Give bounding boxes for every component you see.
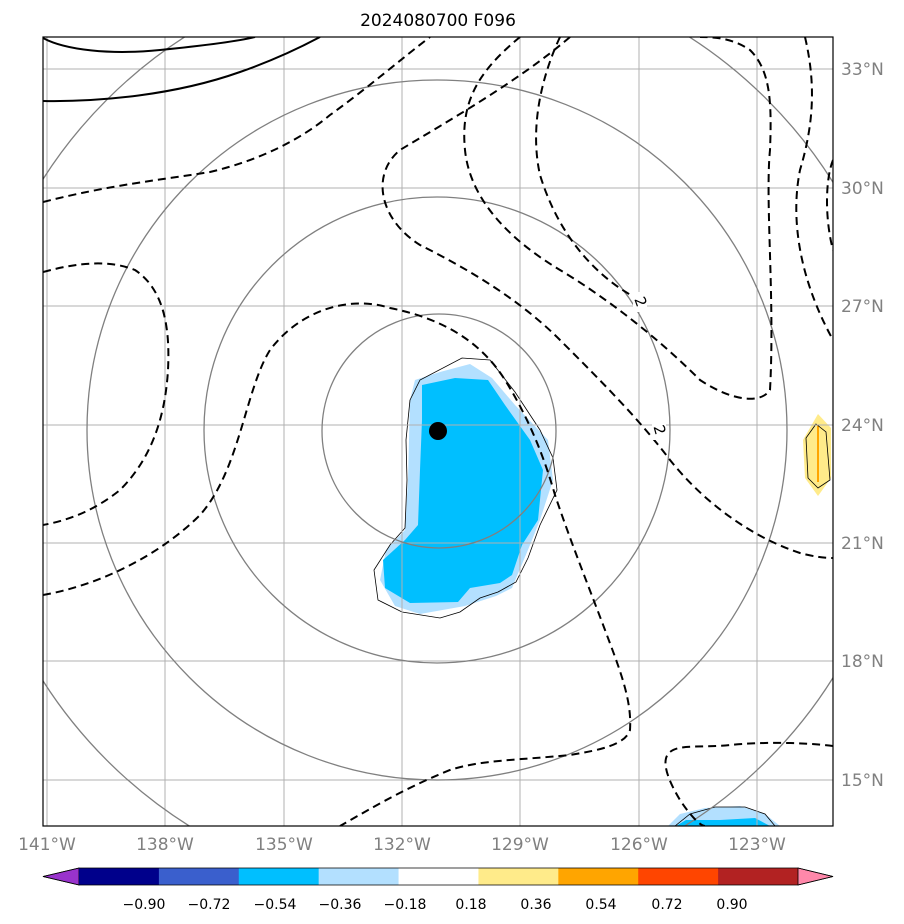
colorbar-extend-low [42, 867, 80, 886]
colorbar-swatch [318, 868, 400, 885]
dashed-contour-inner-east [463, 37, 773, 400]
colorbar-tick-label: 0.90 [716, 897, 747, 913]
contour-label-bg-2 [652, 420, 666, 440]
dashed-contour-east-edge [826, 159, 833, 251]
colorbar-tick-label: −0.72 [188, 897, 231, 913]
lon-tick-label: 138°W [136, 835, 194, 855]
colorbar-tick-label: −0.54 [254, 897, 297, 913]
colorbar-swatch [718, 868, 799, 885]
contour-label-bg-1 [633, 292, 647, 312]
range-ring-3 [86, 79, 788, 781]
colorbar-swatch [158, 868, 240, 885]
dashed-contour-west-bulge [43, 262, 170, 526]
colorbar-ticks: −0.90 −0.72 −0.54 −0.36 −0.18 0.18 0.36 … [123, 897, 748, 913]
lat-axis: 33°N 30°N 27°N 24°N 21°N 18°N 15°N [841, 60, 884, 791]
colorbar-tick-label: 0.72 [651, 897, 682, 913]
colorbar-swatch [238, 868, 320, 885]
solid-contour-2 [43, 37, 321, 103]
chart-title: 2024080700 F096 [360, 11, 516, 31]
colorbar-swatch [398, 868, 479, 885]
lon-tick-label: 135°W [255, 835, 313, 855]
colorbar-outline [42, 867, 834, 886]
dashed-contour-north-arc [43, 37, 431, 203]
colorbar-swatch [558, 868, 639, 885]
storm-center-marker [429, 422, 447, 440]
lat-tick-label: 21°N [841, 534, 884, 554]
solid-contours [43, 37, 321, 103]
map-plot-area: 2 2 [42, 36, 834, 827]
colorbar-tick-label: −0.90 [123, 897, 166, 913]
colorbar-tick-label: 0.36 [520, 897, 551, 913]
range-ring-1 [321, 313, 557, 549]
dashed-contour-outer-east [381, 37, 833, 559]
dashed-contour-bottom-right [664, 741, 833, 826]
colorbar-swatches [42, 867, 834, 886]
lon-tick-label: 123°W [728, 835, 786, 855]
dashed-contour-main [43, 302, 632, 826]
shade-outline-east [805, 423, 831, 489]
solid-contour-1 [43, 37, 256, 53]
colorbar-tick-label: 0.18 [455, 897, 486, 913]
colorbar-swatch [478, 868, 559, 885]
dashed-contour-upper-right [535, 37, 641, 301]
lon-tick-label: 129°W [491, 835, 549, 855]
map-frame [42, 36, 834, 827]
lat-tick-label: 18°N [841, 652, 884, 672]
lon-tick-label: 132°W [373, 835, 431, 855]
lat-tick-label: 15°N [841, 771, 884, 791]
colorbar: −0.90 −0.72 −0.54 −0.36 −0.18 0.18 0.36 … [42, 867, 834, 913]
dashed-contour-far-east [795, 37, 833, 341]
lon-tick-label: 126°W [610, 835, 668, 855]
colorbar-tick-label: −0.18 [384, 897, 427, 913]
lon-tick-label: 141°W [18, 835, 76, 855]
lat-tick-label: 27°N [841, 297, 884, 317]
colorbar-tick-label: −0.36 [319, 897, 362, 913]
lat-tick-label: 30°N [841, 179, 884, 199]
lat-tick-label: 24°N [841, 416, 884, 436]
lat-tick-label: 33°N [841, 60, 884, 80]
colorbar-swatch [638, 868, 719, 885]
colorbar-extend-high [797, 867, 834, 886]
lon-axis: 141°W 138°W 135°W 132°W 129°W 126°W 123°… [18, 835, 786, 855]
contour-label-2: 2 [650, 423, 670, 437]
colorbar-swatch [79, 868, 160, 885]
colorbar-tick-label: 0.54 [585, 897, 616, 913]
dashed-contours [43, 37, 833, 826]
shade-outline-south [674, 806, 776, 826]
range-ring-2 [203, 196, 671, 664]
range-rings [43, 37, 833, 826]
